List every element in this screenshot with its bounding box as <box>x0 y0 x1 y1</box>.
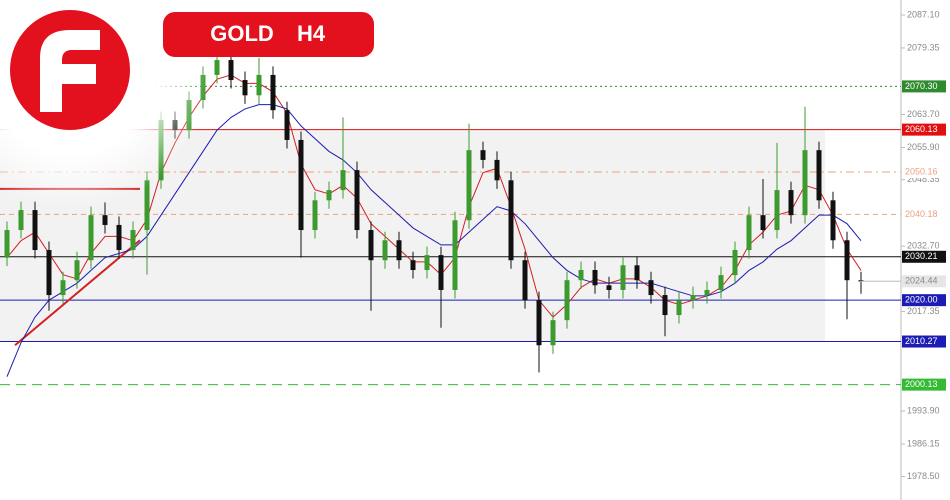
candle-body <box>676 300 682 316</box>
y-tick-label: 1978.50 <box>907 471 940 481</box>
timeframe: H4 <box>297 21 326 46</box>
candle-body <box>46 250 52 296</box>
candle-body <box>144 180 150 231</box>
level-label: 2030.21 <box>905 251 938 261</box>
level-tag <box>902 165 946 178</box>
candle-body <box>382 240 388 261</box>
level-tag <box>902 378 946 391</box>
level-label: 2040.18 <box>905 209 938 219</box>
candle-body <box>452 220 458 290</box>
candle-body <box>830 200 836 241</box>
candle-body <box>760 215 766 231</box>
level-tag <box>902 123 946 136</box>
candle-body <box>550 320 556 346</box>
candle-body <box>480 150 486 160</box>
y-tick-label: 1986.15 <box>907 438 940 448</box>
candle-body <box>564 280 570 321</box>
level-label: 2020.00 <box>905 295 938 305</box>
candle-body <box>60 280 66 296</box>
candle-body <box>746 215 752 251</box>
candle-body <box>508 180 514 261</box>
level-tag <box>902 294 946 307</box>
candle-body <box>620 265 626 290</box>
candle-body <box>578 269 584 281</box>
y-tick-label: 1993.90 <box>907 405 940 415</box>
level-tag <box>902 335 946 348</box>
candle-body <box>270 74 276 111</box>
level-label: 2000.13 <box>905 379 938 389</box>
candle-body <box>466 150 472 221</box>
candle-body <box>592 269 598 286</box>
candle-body <box>214 60 220 75</box>
level-label: 2060.13 <box>905 124 938 134</box>
y-tick-label: 2079.35 <box>907 42 940 52</box>
moving-average <box>6 104 862 377</box>
level-tag <box>902 208 946 221</box>
candle-body <box>816 150 822 201</box>
y-tick-label: 2032.70 <box>907 241 940 251</box>
y-tick-label: 2063.70 <box>907 109 940 119</box>
candle-body <box>634 265 640 281</box>
candle-body <box>438 255 444 290</box>
y-tick-label: 2017.35 <box>907 306 940 316</box>
candle-body <box>256 74 262 96</box>
y-tick-label: 2087.10 <box>907 9 940 19</box>
level-label: 2050.16 <box>905 166 938 176</box>
candle-body <box>284 110 290 140</box>
candle-body <box>410 260 416 270</box>
current-price-label: 2024.44 <box>905 276 938 286</box>
candle-body <box>844 240 850 281</box>
candle-body <box>32 210 38 251</box>
title-pill <box>163 12 374 57</box>
current-price-tag <box>902 275 946 288</box>
candle-body <box>312 200 318 231</box>
candle-body <box>774 190 780 231</box>
candle-body <box>690 295 696 301</box>
candle-body <box>536 300 542 346</box>
candle-body <box>102 215 108 225</box>
candle-body <box>718 275 724 290</box>
candle-body <box>116 224 122 251</box>
candle-body <box>242 80 248 96</box>
candle-body <box>396 240 402 261</box>
candle-body <box>802 150 808 216</box>
candle-body <box>662 295 668 316</box>
logo-letter <box>40 30 100 112</box>
candle-body <box>74 260 80 281</box>
candle-body <box>340 170 346 191</box>
level-label: 2010.27 <box>905 336 938 346</box>
candle-body <box>298 139 304 231</box>
candle-body <box>788 190 794 216</box>
y-tick-label: 2055.90 <box>907 142 940 152</box>
candle-body <box>424 255 430 270</box>
candle-body <box>368 230 374 261</box>
candle-body <box>522 260 528 301</box>
level-tag <box>902 250 946 263</box>
candle-body <box>326 190 332 201</box>
candle-body <box>18 210 24 231</box>
candle-body <box>130 230 136 251</box>
candle-body <box>732 250 738 276</box>
level-label: 2070.30 <box>905 81 938 91</box>
chart-title: GOLD <box>210 21 274 46</box>
candle-body <box>354 170 360 231</box>
candle-body <box>494 159 500 181</box>
candle-body <box>228 60 234 81</box>
level-tag <box>902 80 946 93</box>
candle-body <box>606 285 612 290</box>
candle-body <box>88 215 94 261</box>
y-tick-label: 2048.35 <box>907 174 940 184</box>
overlay: GOLD H4 <box>0 0 374 210</box>
candle-body <box>4 230 10 258</box>
candle-body <box>648 280 654 296</box>
candle-body <box>704 289 710 296</box>
